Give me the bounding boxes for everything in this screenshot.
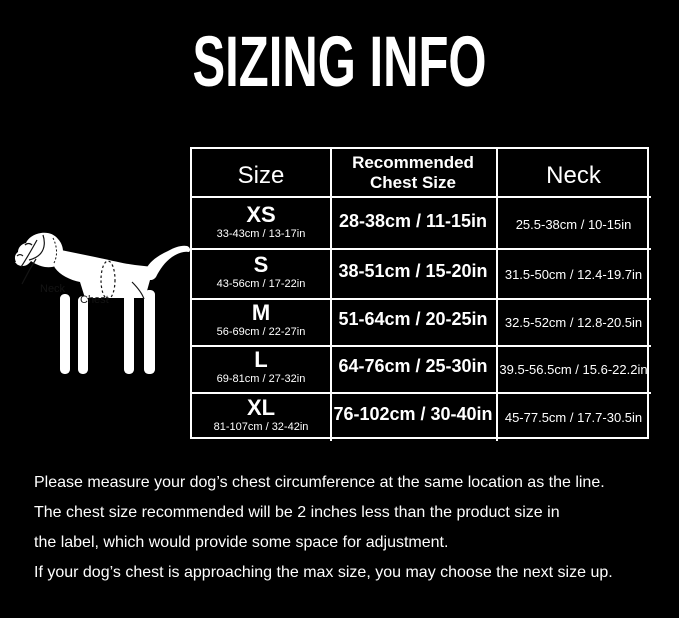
svg-text:Chest: Chest: [80, 294, 109, 306]
svg-text:Neck: Neck: [40, 283, 66, 295]
